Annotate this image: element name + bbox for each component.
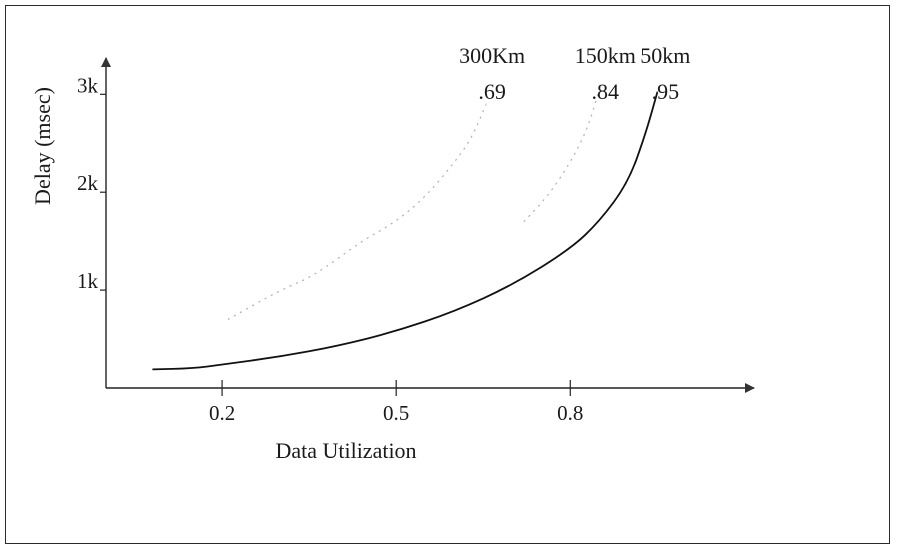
series-name-label: 300Km (459, 43, 525, 68)
series-line-2 (523, 89, 600, 223)
series-asymptote-label: .95 (652, 79, 680, 104)
axes (101, 57, 755, 393)
x-tick-label: 0.5 (383, 401, 409, 425)
x-axis-label: Data Utilization (275, 438, 416, 463)
series-name-label: 50km (640, 43, 690, 68)
x-tick-label: 0.2 (209, 401, 235, 425)
series-asymptote-label: .69 (478, 79, 506, 104)
y-tick-label: 2k (77, 171, 99, 195)
series-line-3 (152, 91, 659, 371)
y-tick-label: 1k (77, 269, 99, 293)
figure-frame: 0.2 0.5 0.8 1k 2k 3k 300Km .69 150km .84 50km .95 … (5, 5, 890, 544)
x-tick-label: 0.8 (557, 401, 583, 425)
y-tick-label: 3k (77, 73, 99, 97)
series-group: 300Km .69 150km .84 50km .95 (152, 43, 690, 371)
tick-group: 0.2 0.5 0.8 1k 2k 3k (77, 73, 583, 425)
series-line-1 (227, 103, 487, 321)
series-name-label: 150km (575, 43, 636, 68)
series-asymptote-label: .84 (592, 79, 620, 104)
y-axis-label: Delay (msec) (30, 87, 55, 205)
label-group: Data Utilization Delay (msec) (30, 87, 417, 463)
